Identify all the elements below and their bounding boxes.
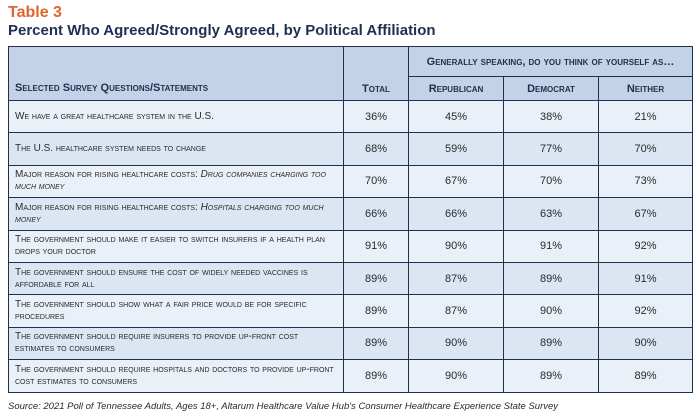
question-cell: The U.S. healthcare system needs to chan…	[8, 132, 344, 166]
question-text: The government should make it easier to …	[15, 234, 325, 258]
question-italic-text: Drug companies charging too much money	[15, 169, 326, 193]
democrat-value: 70%	[503, 164, 599, 199]
question-cell: Major reason for rising healthcare costs…	[8, 164, 344, 199]
republican-value: 67%	[408, 164, 504, 199]
total-value: 89%	[343, 261, 409, 296]
table-title: Percent Who Agreed/Strongly Agreed, by P…	[8, 22, 436, 39]
question-cell: The government should show what a fair p…	[8, 294, 344, 328]
democrat-value: 63%	[503, 197, 599, 231]
neither-value: 92%	[597, 229, 694, 263]
total-value: 70%	[343, 164, 409, 199]
table-row: We have a great healthcare system in the…	[8, 99, 694, 134]
question-cell: The government should require insurers t…	[8, 326, 344, 361]
republican-value: 87%	[408, 261, 504, 296]
question-cell: We have a great healthcare system in the…	[8, 99, 344, 134]
total-value: 89%	[343, 294, 409, 328]
republican-value: 59%	[408, 132, 504, 166]
democrat-value: 38%	[503, 99, 599, 134]
neither-value: 90%	[597, 326, 694, 361]
question-text: Major reason for rising healthcare costs…	[15, 169, 201, 181]
democrat-value: 89%	[503, 359, 599, 393]
neither-value: 70%	[597, 132, 694, 166]
republican-value: 87%	[408, 294, 504, 328]
header-republican: Republican	[408, 76, 504, 101]
republican-value: 45%	[408, 99, 504, 134]
table-row: The government should make it easier to …	[8, 229, 694, 263]
survey-table: Selected Survey Questions/Statements Tot…	[8, 46, 694, 393]
democrat-value: 77%	[503, 132, 599, 166]
total-value: 36%	[343, 99, 409, 134]
question-text: The U.S. healthcare system needs to chan…	[15, 143, 206, 155]
header-total: Total	[343, 46, 409, 101]
republican-value: 90%	[408, 229, 504, 263]
table-row: The government should require insurers t…	[8, 326, 694, 361]
neither-value: 91%	[597, 261, 694, 296]
header-affiliation-group: Generally speaking, do you think of your…	[407, 46, 694, 77]
header-democrat: Democrat	[503, 76, 599, 101]
neither-value: 73%	[597, 164, 694, 199]
democrat-value: 91%	[503, 229, 599, 263]
question-text: The government should ensure the cost of…	[15, 266, 308, 290]
neither-value: 89%	[597, 359, 694, 393]
democrat-value: 90%	[503, 294, 599, 328]
table-row: Major reason for rising healthcare costs…	[8, 164, 694, 199]
table-row: The government should require hospitals …	[8, 359, 694, 393]
table-row: The government should show what a fair p…	[8, 294, 694, 328]
table-row: Major reason for rising healthcare costs…	[8, 197, 694, 231]
democrat-value: 89%	[503, 261, 599, 296]
neither-value: 92%	[597, 294, 694, 328]
republican-value: 90%	[408, 359, 504, 393]
republican-value: 66%	[408, 197, 504, 231]
header-questions: Selected Survey Questions/Statements	[8, 46, 344, 101]
democrat-value: 89%	[503, 326, 599, 361]
question-cell: The government should require hospitals …	[8, 359, 344, 393]
total-value: 89%	[343, 359, 409, 393]
question-text: The government should require hospitals …	[15, 363, 334, 387]
total-value: 89%	[343, 326, 409, 361]
table-row: The U.S. healthcare system needs to chan…	[8, 132, 694, 166]
question-cell: Major reason for rising healthcare costs…	[8, 197, 344, 231]
question-cell: The government should ensure the cost of…	[8, 261, 344, 296]
table-row: The government should ensure the cost of…	[8, 261, 694, 296]
neither-value: 21%	[597, 99, 694, 134]
table-label: Table 3	[8, 4, 62, 21]
question-italic-text: Hospitals charging too much money	[15, 201, 324, 225]
total-value: 68%	[343, 132, 409, 166]
source-note: Source: 2021 Poll of Tennessee Adults, A…	[8, 401, 559, 412]
total-value: 66%	[343, 197, 409, 231]
total-value: 91%	[343, 229, 409, 263]
question-text: The government should show what a fair p…	[15, 299, 307, 323]
neither-value: 67%	[597, 197, 694, 231]
question-text: The government should require insurers t…	[15, 331, 299, 355]
question-cell: The government should make it easier to …	[8, 229, 344, 263]
survey-table-frame: Selected Survey Questions/Statements Tot…	[8, 46, 694, 393]
header-neither: Neither	[597, 76, 694, 101]
question-text: Major reason for rising healthcare costs…	[15, 201, 201, 213]
republican-value: 90%	[408, 326, 504, 361]
question-text: We have a great healthcare system in the…	[15, 110, 214, 122]
